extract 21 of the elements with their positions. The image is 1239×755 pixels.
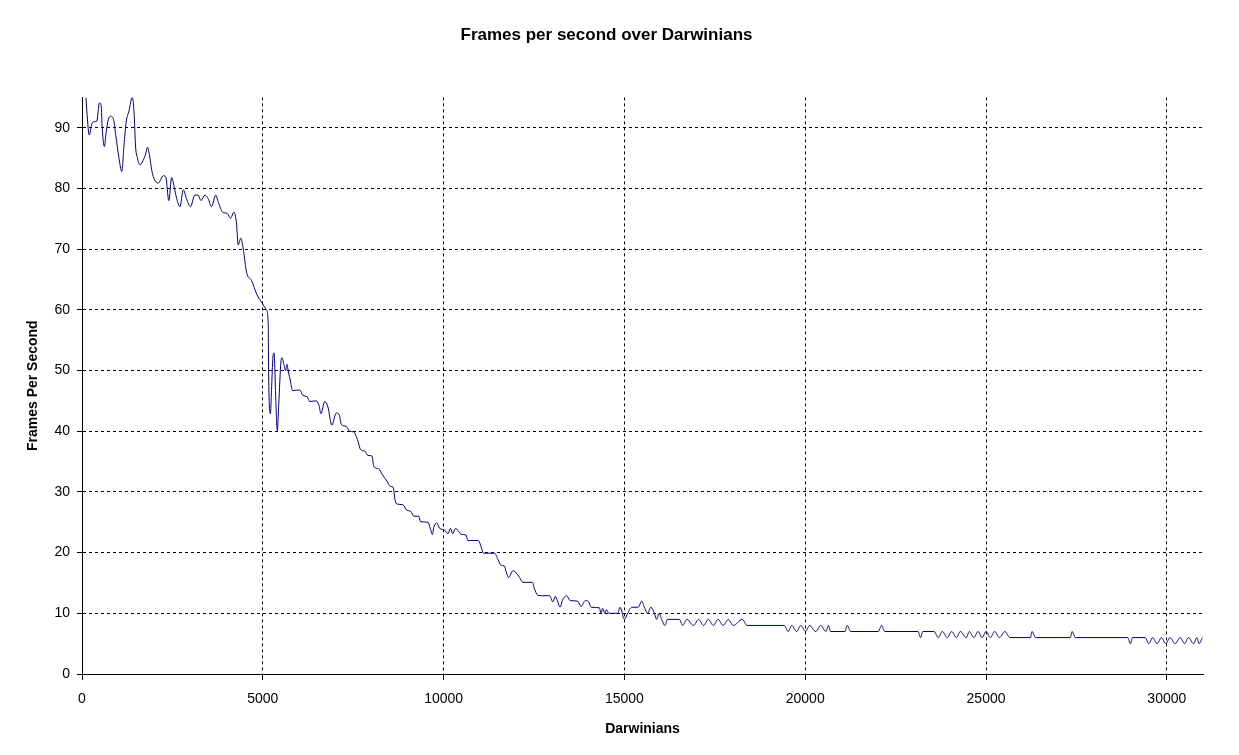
x-tick-label: 5000 <box>247 690 279 707</box>
y-tick-label: 20 <box>54 543 71 560</box>
x-tick-label: 30000 <box>1147 690 1187 707</box>
x-tick-label: 0 <box>78 690 87 707</box>
chart-title: Frames per second over Darwinians <box>460 24 753 44</box>
x-tick-label: 10000 <box>424 690 464 707</box>
y-tick-label: 70 <box>54 240 71 256</box>
y-tick-label: 40 <box>54 422 71 439</box>
y-tick-label: 0 <box>62 664 71 681</box>
line-series <box>85 97 1203 645</box>
y-tick-label: 30 <box>54 482 71 499</box>
y-tick-label: 10 <box>54 604 71 621</box>
x-tick-label: 15000 <box>604 690 645 707</box>
y-tick-label: 80 <box>54 179 71 196</box>
y-tick-label: 50 <box>54 361 71 378</box>
x-tick-label: 20000 <box>785 690 825 707</box>
y-tick-label: 90 <box>54 118 71 135</box>
x-tick-label: 25000 <box>966 690 1006 707</box>
x-axis-title: Darwinians <box>605 720 681 737</box>
y-tick-label: 60 <box>54 300 71 317</box>
y-axis-title: Frames Per Second <box>24 320 41 452</box>
